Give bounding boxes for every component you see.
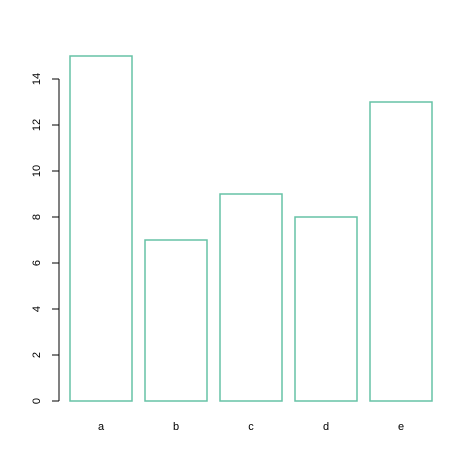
bar-b — [144, 239, 208, 402]
y-tick-label-2: 2 — [31, 352, 43, 358]
y-tick-label-8: 8 — [31, 214, 43, 220]
y-tick-label-4: 4 — [31, 306, 43, 312]
y-tick-label-10: 10 — [31, 165, 43, 177]
y-tick-label-6: 6 — [31, 260, 43, 266]
x-tick-label-c: c — [248, 421, 254, 433]
x-axis-labels: a b c d e — [98, 421, 404, 433]
x-tick-label-e: e — [398, 421, 404, 433]
x-tick-label-a: a — [98, 421, 105, 433]
bar-c — [219, 193, 283, 402]
x-tick-label-b: b — [173, 421, 179, 433]
y-axis: 0 2 4 6 8 10 12 14 — [31, 73, 60, 404]
y-tick-label-14: 14 — [31, 73, 43, 85]
x-tick-label-d: d — [323, 421, 329, 433]
bar-e — [369, 101, 433, 402]
bar-d — [294, 216, 358, 402]
y-tick-label-0: 0 — [31, 398, 43, 404]
bars-group — [69, 55, 433, 402]
y-tick-label-12: 12 — [31, 119, 43, 131]
bar-a — [69, 55, 133, 402]
